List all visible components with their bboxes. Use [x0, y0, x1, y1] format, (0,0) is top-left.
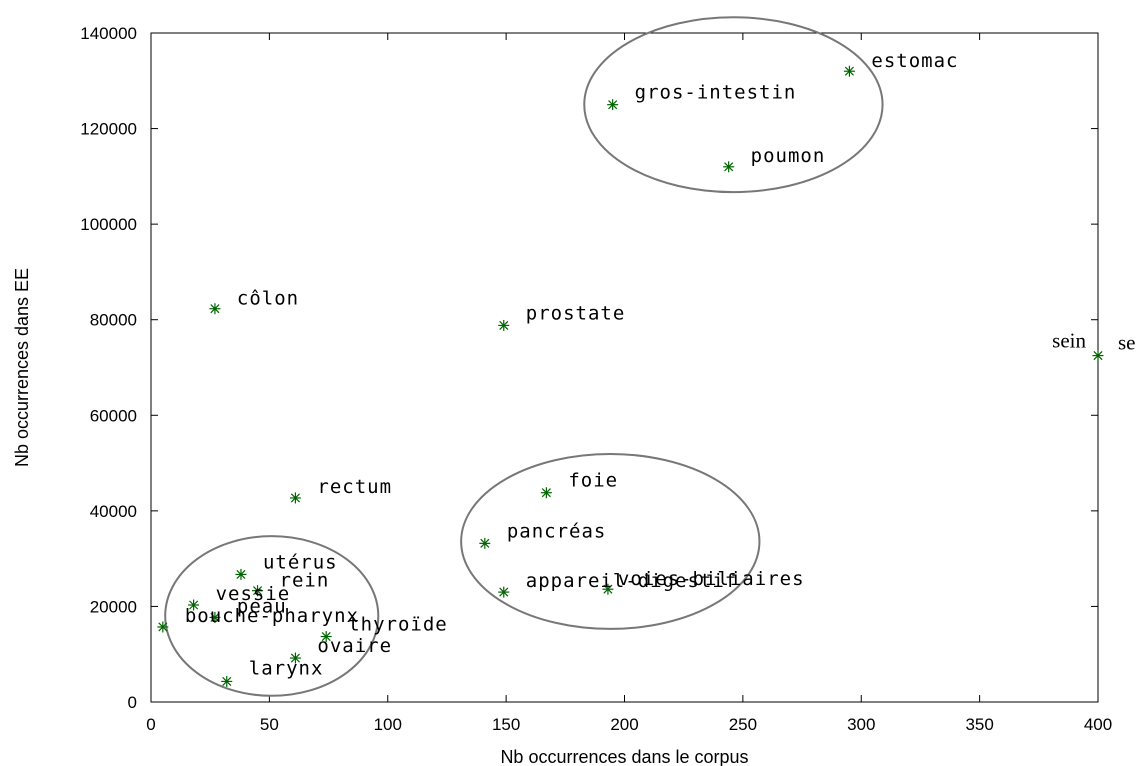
x-tick-label: 300	[847, 715, 875, 734]
data-point	[235, 568, 247, 580]
x-tick-label: 400	[1084, 715, 1112, 734]
point-label: bouche-pharynx	[185, 605, 359, 627]
data-point	[602, 583, 614, 595]
axes: 0 50 100 150 200 250 300 350 400 0 20000 40000 60000…	[80, 24, 1112, 734]
data-points	[157, 65, 1104, 687]
y-tick-label: 60000	[90, 406, 137, 425]
y-tick-label: 20000	[90, 597, 137, 616]
point-label: poumon	[751, 145, 826, 167]
y-tick-label: 100000	[80, 215, 137, 234]
data-point	[188, 599, 200, 611]
x-tick-label: 100	[374, 715, 402, 734]
data-point	[540, 487, 552, 499]
point-label: ovaire	[317, 635, 392, 657]
cluster-ellipse	[460, 452, 761, 630]
point-label: peau	[237, 595, 287, 617]
point-label: pancréas	[507, 520, 607, 542]
point-label: foie	[568, 470, 618, 492]
data-point	[843, 65, 855, 77]
data-point	[479, 537, 491, 549]
data-point	[1092, 350, 1104, 362]
x-tick-label: 200	[610, 715, 638, 734]
point-label: utérus	[263, 551, 338, 573]
point-label: sein	[1052, 329, 1086, 353]
point-label: rectum	[317, 476, 392, 498]
point-label: appareil-digestif	[526, 570, 737, 592]
x-axis-label: Nb occurrences dans le corpus	[500, 747, 748, 766]
x-tick-label: 0	[146, 715, 155, 734]
y-tick-label: 120000	[80, 120, 137, 139]
point-label-clipped: se	[1118, 331, 1136, 355]
point-label: estomac	[871, 50, 958, 72]
data-point	[289, 652, 301, 664]
x-tick-label: 250	[729, 715, 757, 734]
point-label: voies-biliaires	[618, 568, 805, 590]
y-tick-label: 0	[128, 693, 137, 712]
x-tick-label: 350	[965, 715, 993, 734]
cluster-ellipse	[583, 16, 884, 194]
data-point	[252, 585, 264, 597]
y-tick-label: 80000	[90, 311, 137, 330]
data-point	[607, 99, 619, 111]
x-tick-label: 150	[492, 715, 520, 734]
point-labels: estomac gros-intestin poumon côlon prostate r…	[185, 50, 1136, 679]
cluster-ellipses	[164, 16, 884, 697]
data-point	[498, 586, 510, 598]
data-point	[289, 492, 301, 504]
y-axis-label: Nb occurrences dans EE	[12, 268, 32, 467]
point-label: rein	[280, 570, 330, 592]
point-label: thyroïde	[348, 614, 448, 636]
y-tick-label: 40000	[90, 502, 137, 521]
data-point	[723, 161, 735, 173]
data-point	[209, 303, 221, 315]
data-point	[209, 611, 221, 623]
point-label: côlon	[237, 288, 299, 310]
y-tick-label: 140000	[80, 24, 137, 43]
point-label: gros-intestin	[635, 82, 797, 104]
x-tick-label: 50	[260, 715, 279, 734]
data-point	[320, 631, 332, 643]
data-point	[221, 675, 233, 687]
cluster-ellipse	[164, 535, 380, 697]
plot-frame	[150, 32, 1099, 703]
data-point	[157, 621, 169, 633]
point-label: vessie	[216, 583, 291, 605]
point-label: larynx	[249, 657, 324, 679]
point-label: prostate	[526, 302, 626, 324]
data-point	[498, 319, 510, 331]
